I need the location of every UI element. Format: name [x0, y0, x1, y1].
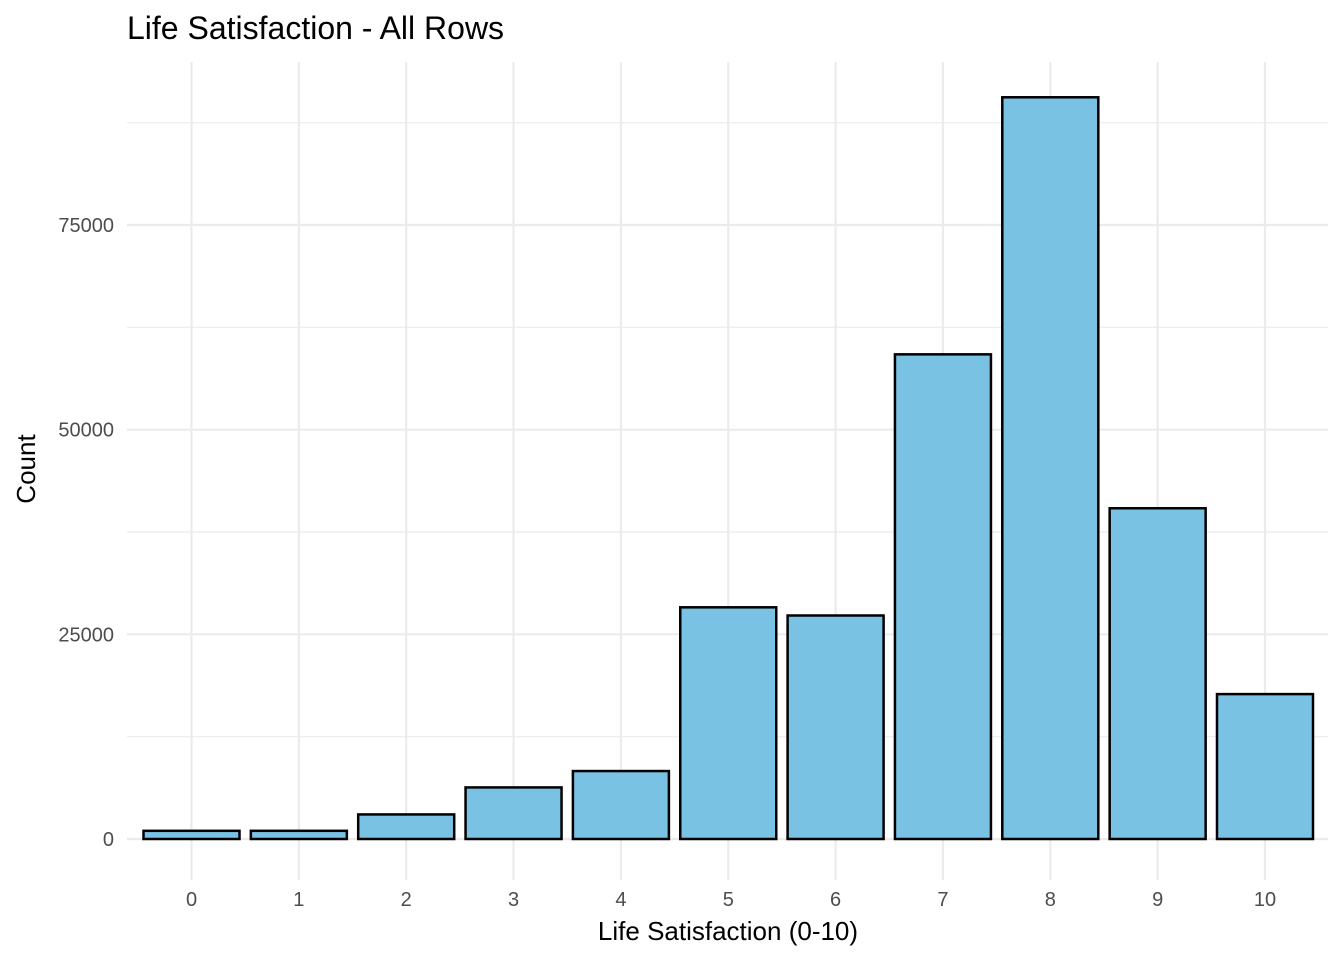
y-axis-label: Count — [11, 434, 41, 504]
chart-title: Life Satisfaction - All Rows — [127, 10, 504, 46]
bar-6 — [786, 614, 885, 841]
bar-1 — [249, 829, 349, 841]
x-tick-label: 2 — [401, 889, 412, 911]
y-tick-label: 75000 — [58, 215, 114, 237]
bar-10 — [1215, 692, 1315, 841]
x-tick-label: 9 — [1152, 889, 1163, 911]
x-tick-label: 6 — [830, 889, 841, 911]
x-tick-label: 4 — [615, 889, 626, 911]
x-tick-label: 8 — [1045, 889, 1056, 911]
bars-layer — [142, 96, 1315, 841]
bar-9 — [1108, 507, 1207, 841]
bar-8 — [1001, 96, 1100, 841]
x-tick-label: 10 — [1254, 889, 1276, 911]
ticks-layer: 0 1 2 3 4 5 6 7 8 9 10 0 25000 50000 75000 — [58, 215, 1276, 911]
bar-0 — [142, 829, 241, 841]
y-tick-label: 0 — [103, 829, 114, 851]
bar-4 — [571, 769, 671, 841]
y-tick-label: 25000 — [58, 624, 114, 646]
x-tick-label: 7 — [937, 889, 948, 911]
x-tick-label: 1 — [293, 889, 304, 911]
x-tick-label: 0 — [186, 889, 197, 911]
x-axis-label: Life Satisfaction (0-10) — [598, 916, 858, 946]
y-tick-label: 50000 — [58, 420, 114, 442]
bar-2 — [356, 813, 456, 841]
bar-7 — [893, 353, 993, 841]
bar-5 — [679, 606, 778, 841]
bar-3 — [464, 786, 563, 841]
x-tick-label: 3 — [508, 889, 519, 911]
x-tick-label: 5 — [723, 889, 734, 911]
